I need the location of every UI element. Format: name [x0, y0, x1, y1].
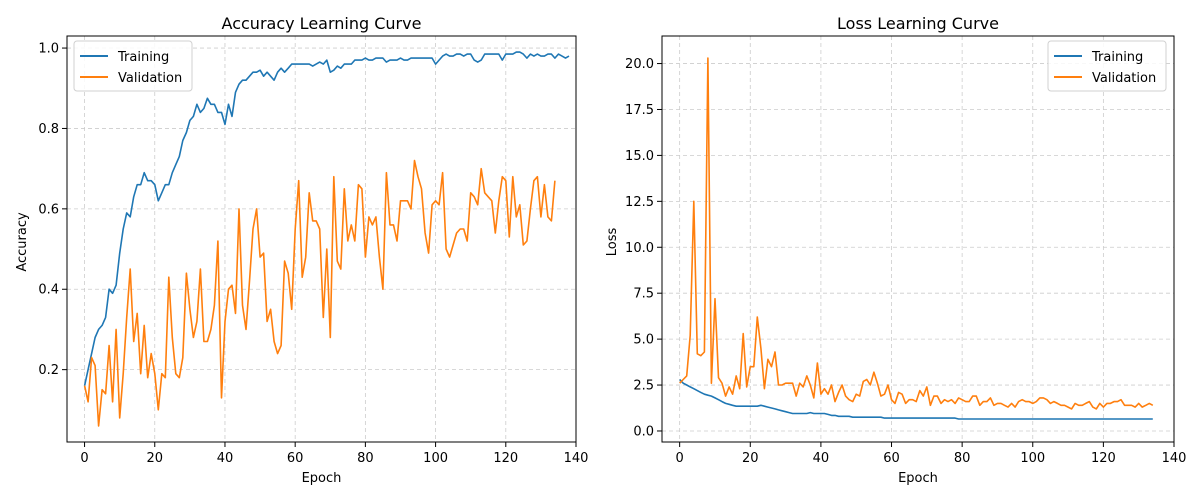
accuracy-x-tick-label: 40	[217, 451, 234, 466]
loss-y-ticks: 0.0 2.5 5.0 7.5 10.0 12.5 15.0 17.5 20.0	[625, 57, 662, 439]
accuracy-x-tick-label: 120	[493, 451, 518, 466]
loss-y-tick-label: 15.0	[625, 149, 654, 164]
loss-legend-box	[1047, 40, 1167, 92]
loss-series	[679, 57, 1154, 420]
loss-chart-title: Loss Learning Curve	[837, 14, 999, 33]
loss-chart: Loss Learning Curve 0 20 40 60 80 100 120 140 0…	[605, 14, 1186, 486]
loss-y-tick-label: 12.5	[625, 195, 654, 210]
accuracy-x-tick-label: 0	[80, 451, 88, 466]
loss-x-tick-label: 100	[1020, 451, 1045, 466]
accuracy-training-line	[83, 51, 570, 386]
accuracy-legend-box	[73, 40, 193, 92]
accuracy-y-tick-label: 0.6	[38, 202, 59, 217]
loss-legend: Training Validation	[1047, 40, 1167, 92]
accuracy-validation-line	[83, 159, 556, 427]
loss-legend-training-label: Training	[1091, 50, 1143, 65]
loss-y-tick-label: 2.5	[633, 379, 654, 394]
loss-y-axis-label: Loss	[605, 228, 620, 257]
accuracy-legend-training-label: Training	[117, 50, 169, 65]
loss-x-tick-label: 40	[813, 451, 830, 466]
accuracy-x-tick-label: 100	[423, 451, 448, 466]
accuracy-chart-title: Accuracy Learning Curve	[222, 14, 422, 33]
loss-y-tick-label: 10.0	[625, 241, 654, 256]
accuracy-plot-frame	[66, 35, 577, 443]
accuracy-legend: Training Validation	[73, 40, 193, 92]
accuracy-x-axis-label: Epoch	[302, 471, 342, 486]
loss-x-tick-label: 0	[676, 451, 684, 466]
loss-training-line	[679, 378, 1153, 420]
loss-x-tick-label: 60	[883, 451, 900, 466]
loss-plot-frame	[661, 35, 1175, 443]
accuracy-x-tick-label: 60	[287, 451, 304, 466]
loss-x-tick-label: 140	[1162, 451, 1187, 466]
accuracy-y-tick-label: 1.0	[38, 42, 59, 57]
accuracy-x-tick-label: 80	[357, 451, 374, 466]
loss-x-ticks: 0 20 40 60 80 100 120 140	[676, 442, 1187, 466]
accuracy-y-tick-label: 0.2	[38, 363, 59, 378]
loss-y-tick-label: 17.5	[625, 103, 654, 118]
accuracy-x-ticks: 0 20 40 60 80 100 120 140	[80, 442, 588, 466]
loss-legend-validation-label: Validation	[1092, 71, 1156, 86]
accuracy-y-ticks: 0.2 0.4 0.6 0.8 1.0	[38, 42, 67, 378]
loss-y-tick-label: 5.0	[633, 333, 654, 348]
loss-y-tick-label: 0.0	[633, 424, 654, 439]
loss-validation-line	[679, 57, 1154, 410]
accuracy-y-tick-label: 0.4	[38, 283, 59, 298]
accuracy-y-tick-label: 0.8	[38, 122, 59, 137]
loss-x-tick-label: 80	[954, 451, 971, 466]
accuracy-chart: Accuracy Learning Curve 0 20 40 60 80 100 120 1…	[15, 14, 588, 486]
loss-x-tick-label: 120	[1091, 451, 1116, 466]
accuracy-x-tick-label: 20	[146, 451, 163, 466]
loss-x-tick-label: 20	[742, 451, 759, 466]
loss-y-tick-label: 7.5	[633, 287, 654, 302]
accuracy-legend-validation-label: Validation	[118, 71, 182, 86]
loss-y-tick-label: 20.0	[625, 57, 654, 72]
accuracy-x-tick-label: 140	[564, 451, 589, 466]
accuracy-series	[83, 51, 570, 427]
accuracy-y-axis-label: Accuracy	[15, 212, 30, 272]
loss-x-axis-label: Epoch	[898, 471, 938, 486]
